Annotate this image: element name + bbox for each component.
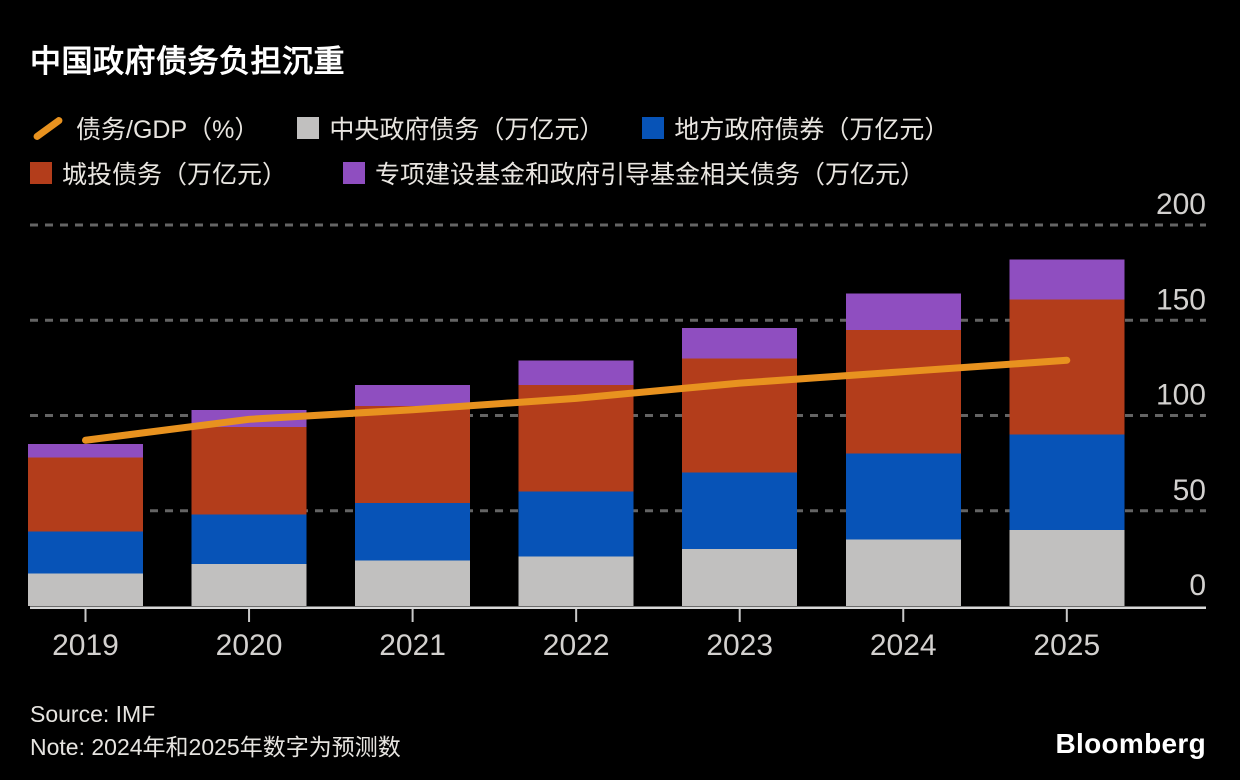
- bar-segment-2021-central-govt-debt: [355, 560, 471, 606]
- bar-segment-2020-local-govt-bonds: [191, 514, 307, 565]
- bar-segment-2022-local-govt-bonds: [518, 491, 634, 557]
- legend-label-central-debt: 中央政府债务（万亿元）: [329, 116, 605, 144]
- y-axis-label-0: 0: [1189, 569, 1206, 602]
- bar-segment-2023-local-govt-bonds: [682, 472, 798, 549]
- x-axis-label-2023: 2023: [706, 629, 773, 662]
- legend-label-special-funds: 专项建设基金和政府引导基金相关债务（万亿元）: [375, 161, 926, 189]
- source-text: Source: IMF: [30, 701, 156, 727]
- y-axis-label-50: 50: [1173, 474, 1206, 507]
- x-axis-label-2019: 2019: [52, 629, 119, 662]
- bar-segment-2021-special-funds-debt: [355, 385, 471, 406]
- legend-item-special-funds: 专项建设基金和政府引导基金相关债务（万亿元）: [343, 155, 925, 191]
- legend-label-local-bonds: 地方政府债券（万亿元）: [674, 116, 950, 144]
- chart-legend: 债务/GDP（%） 中央政府债务（万亿元） 地方政府债券（万亿元） 城投债务（万…: [30, 110, 949, 191]
- bar-segment-2024-local-govt-bonds: [845, 453, 961, 540]
- bar-segment-2021-lgfv-debt: [355, 405, 471, 504]
- x-axis-label-2025: 2025: [1033, 629, 1100, 662]
- bar-segment-2025-special-funds-debt: [1009, 259, 1125, 300]
- chart-footer: Source: IMF Note: 2024年和2025年数字为预测数: [30, 698, 401, 764]
- bloomberg-logo: Bloomberg: [1055, 728, 1206, 759]
- lgfv-debt-swatch: [30, 162, 52, 184]
- y-axis-label-200: 200: [1156, 188, 1206, 221]
- central-debt-swatch: [297, 117, 320, 139]
- bar-segment-2021-local-govt-bonds: [355, 503, 471, 561]
- bar-segment-2019-special-funds-debt: [28, 444, 143, 458]
- legend-row-2: 城投债务（万亿元） 专项建设基金和政府引导基金相关债务（万亿元）: [30, 155, 949, 191]
- legend-item-local-bonds: 地方政府债券（万亿元）: [642, 110, 949, 146]
- bar-segment-2023-lgfv-debt: [682, 358, 798, 473]
- bar-segment-2022-special-funds-debt: [518, 360, 634, 386]
- debt-to-gdp-line: [82, 356, 1071, 444]
- legend-row-1: 债务/GDP（%） 中央政府债务（万亿元） 地方政府债券（万亿元）: [30, 110, 949, 146]
- special-funds-swatch: [343, 162, 366, 184]
- x-axis-label-2022: 2022: [543, 629, 610, 662]
- bar-segment-2022-central-govt-debt: [518, 556, 634, 606]
- y-axis-label-150: 150: [1156, 283, 1206, 316]
- bar-segment-2025-local-govt-bonds: [1009, 434, 1125, 530]
- bar-segment-2020-central-govt-debt: [191, 564, 307, 606]
- legend-label-lgfv-debt: 城投债务（万亿元）: [62, 161, 288, 189]
- bar-segment-2019-lgfv-debt: [28, 457, 143, 532]
- legend-label-debt-gdp: 债务/GDP（%）: [76, 116, 260, 144]
- bar-segment-2025-lgfv-debt: [1009, 299, 1125, 435]
- x-axis-label-2020: 2020: [216, 629, 283, 662]
- page-title: 中国政府债务负担沉重: [30, 44, 345, 79]
- bar-segment-2024-special-funds-debt: [845, 293, 961, 330]
- bar-segment-2024-central-govt-debt: [845, 539, 961, 606]
- bar-segment-2020-lgfv-debt: [191, 426, 307, 515]
- bar-segment-2023-special-funds-debt: [682, 327, 798, 359]
- legend-item-central-debt: 中央政府债务（万亿元）: [297, 110, 604, 146]
- bar-segment-2023-central-govt-debt: [682, 548, 798, 606]
- legend-item-lgfv-debt: 城投债务（万亿元）: [30, 155, 287, 191]
- bar-segment-2019-central-govt-debt: [28, 573, 143, 606]
- bar-segment-2019-local-govt-bonds: [28, 531, 143, 574]
- y-axis-label-100: 100: [1156, 379, 1206, 412]
- bar-segment-2024-lgfv-debt: [845, 329, 961, 454]
- note-text: Note: 2024年和2025年数字为预测数: [30, 734, 401, 760]
- legend-item-debt-gdp: 债务/GDP（%）: [30, 110, 259, 146]
- local-bonds-swatch: [642, 117, 665, 139]
- bar-segment-2025-central-govt-debt: [1009, 529, 1125, 606]
- x-axis-label-2024: 2024: [870, 629, 937, 662]
- x-axis-label-2021: 2021: [379, 629, 446, 662]
